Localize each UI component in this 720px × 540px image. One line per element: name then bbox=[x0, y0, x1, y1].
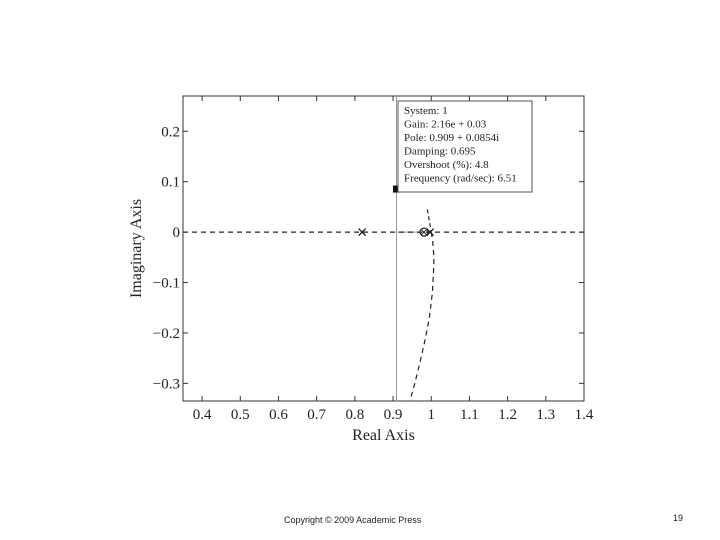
x-tick-label: 0.9 bbox=[384, 407, 403, 423]
pole-zero-markers bbox=[358, 185, 435, 237]
x-ticks: 0.4 0.5 0.6 0.7 0.8 0.9 1 1.1 1.2 1.3 1.4 bbox=[193, 96, 594, 423]
x-tick-label: 0.4 bbox=[193, 407, 212, 423]
tooltip-box bbox=[397, 100, 533, 193]
tooltip-line: Gain: 2.16e + 0.03 bbox=[404, 119, 487, 131]
x-tick-label: 1.2 bbox=[498, 407, 517, 423]
y-tick-label: −0.3 bbox=[153, 376, 180, 392]
x-tick-label: 0.7 bbox=[307, 407, 326, 423]
y-tick-label: 0.2 bbox=[161, 124, 180, 140]
y-tick-label: 0.1 bbox=[161, 175, 180, 191]
x-tick-label: 0.8 bbox=[345, 407, 364, 423]
selected-point-marker bbox=[392, 185, 400, 193]
y-tick-label: 0 bbox=[173, 225, 181, 241]
x-axis-label: Real Axis bbox=[352, 427, 415, 444]
copyright-text: Copyright © 2009 Academic Press bbox=[284, 515, 422, 525]
zero-circle bbox=[419, 227, 429, 237]
y-axis-label: Imaginary Axis bbox=[128, 199, 145, 298]
x-tick-label: 0.5 bbox=[231, 407, 250, 423]
tooltip-line: Overshoot (%): 4.8 bbox=[404, 159, 489, 171]
pole-stroke bbox=[358, 228, 367, 237]
locus-branch-lower bbox=[409, 232, 435, 402]
locus-lines bbox=[183, 209, 584, 402]
page-number: 19 bbox=[673, 513, 684, 523]
tooltip-line: Damping: 0.695 bbox=[404, 146, 476, 158]
tooltip-line: Pole: 0.909 + 0.0854i bbox=[404, 132, 499, 144]
pole-marker bbox=[358, 228, 367, 237]
y-ticks: 0.2 0.1 0 −0.1 −0.2 −0.3 bbox=[153, 124, 584, 392]
tooltip-line: System: 1 bbox=[404, 105, 448, 117]
tooltip-line: Frequency (rad/sec): 6.51 bbox=[404, 173, 517, 185]
plot-frame bbox=[182, 95, 585, 402]
zero-marker bbox=[419, 227, 429, 237]
x-tick-label: 1.4 bbox=[575, 407, 594, 423]
x-tick-label: 0.6 bbox=[269, 407, 288, 423]
x-tick-label: 1.1 bbox=[460, 407, 479, 423]
x-tick-label: 1.3 bbox=[536, 407, 555, 423]
zero-cross bbox=[420, 228, 428, 236]
y-tick-label: −0.2 bbox=[153, 326, 180, 342]
locus-branch-upper bbox=[426, 209, 432, 233]
x-tick-label: 1 bbox=[427, 407, 435, 423]
y-tick-label: −0.1 bbox=[153, 276, 180, 292]
